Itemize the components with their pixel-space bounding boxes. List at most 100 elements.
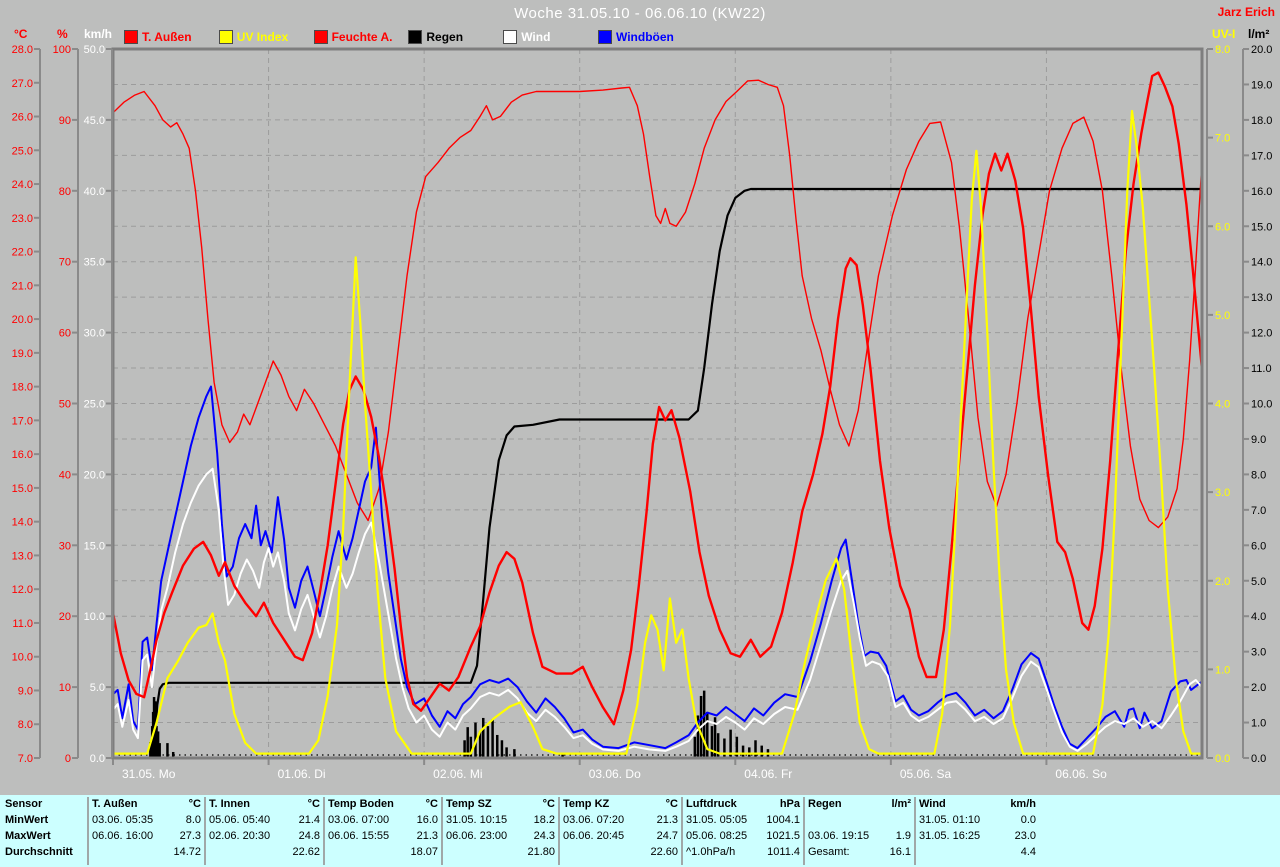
table-min-value: 21.3 [656,814,678,826]
tick-label-rain: 16.0 [1251,186,1272,198]
axis-header-rain: l/m² [1248,27,1270,41]
table-min-value: 1004.1 [766,814,800,826]
series-Wind [113,467,1202,752]
chart-legend: T. Außen UV Index Feuchte A. Regen Wind Windb… [0,29,1280,45]
table-avg-value: 1011.4 [767,846,800,858]
tick-label-uv: 0.0 [1215,753,1230,765]
chart-title: Woche 31.05.10 - 06.06.10 (KW22) [514,5,766,22]
series-Windböen [113,385,1202,750]
table-avg-value: 14.72 [173,846,201,858]
x-day-label: 31.05. Mo [122,767,176,781]
tick-label-rain: 17.0 [1251,150,1272,162]
tick-label-uv: 1.0 [1215,664,1230,676]
tick-label-rain: 12.0 [1251,328,1272,340]
tick-label-rain: 9.0 [1251,434,1266,446]
table-avg-value: 16.1 [889,846,911,858]
tick-label-uv: 8.0 [1215,44,1230,56]
table-col-unit: °C [425,798,438,810]
tick-label-temp: 24.0 [12,179,33,191]
tick-label-rain: 19.0 [1251,79,1272,91]
tick-label-temp: 28.0 [12,44,33,56]
table-avg-label: ^1.0hPa/h [686,846,736,858]
tick-label-wind: 10.0 [84,611,105,623]
legend-swatch-icon [313,30,328,44]
axis-header-temp: °C [14,27,28,41]
tick-label-uv: 5.0 [1215,310,1230,322]
legend-swatch-icon [124,30,138,44]
tick-label-uv: 7.0 [1215,133,1230,145]
legend-label: Regen [426,30,464,44]
tick-label-rain: 4.0 [1251,611,1266,623]
table-avg-value: 4.4 [1020,846,1036,858]
tick-label-temp: 14.0 [12,517,33,529]
table-min-value: 21.4 [298,814,320,826]
table-divider [87,797,89,865]
table-min-value: 18.2 [533,814,555,826]
tick-label-uv: 2.0 [1215,576,1230,588]
legend-swatch-icon [218,30,233,44]
tick-label-rain: 0.0 [1251,753,1266,765]
x-day-label: 03.06. Do [589,767,641,781]
table-col-unit: °C [307,798,320,810]
tick-label-temp: 9.0 [18,685,33,697]
table-min-value: 8.0 [185,814,201,826]
table-max-when: 06.06. 20:45 [563,830,625,842]
table-avg-label: Gesamt: [808,846,850,858]
tick-label-wind: 25.0 [84,399,105,411]
tick-label-wind: 20.0 [84,469,105,481]
table-col-unit: °C [542,798,555,810]
tick-label-temp: 23.0 [12,213,33,225]
table-row-label: MaxWert [5,830,51,842]
table-max-value: 23.0 [1014,830,1036,842]
table-col-name: Regen [808,798,842,810]
summary-table: Sensor MinWert MaxWert Durchschnitt T. Außen… [0,795,1280,867]
tick-label-temp: 12.0 [12,584,33,596]
tick-label-rain: 11.0 [1251,363,1272,375]
tick-label-temp: 15.0 [12,483,33,495]
tick-label-wind: 5.0 [90,682,105,694]
tick-label-rain: 7.0 [1251,505,1266,517]
tick-label-temp: 18.0 [12,382,33,394]
table-max-value: 21.3 [416,830,438,842]
tick-label-temp: 20.0 [12,314,33,326]
table-divider [681,797,683,865]
table-col-name: Wind [919,798,946,810]
table-max-when: 06.06. 15:55 [328,830,390,842]
table-divider [803,797,805,865]
tick-label-rain: 8.0 [1251,469,1266,481]
weather-chart-plot: 28.0 27.0 26.0 25.0 24.0 23.0 22.0 21.0 20.0 19.0… [12,44,1273,781]
table-max-when: 03.06. 19:15 [808,830,870,842]
tick-label-temp: 17.0 [12,415,33,427]
series-Regen kumuliert [113,187,1202,758]
legend-swatch-icon [408,30,423,44]
table-divider [914,797,916,865]
table-min-when: 03.06. 05:35 [92,814,154,826]
table-col-name: Temp SZ [446,798,492,810]
tick-label-humidity: 90 [59,115,71,127]
table-max-when: 31.05. 16:25 [919,830,981,842]
table-divider [558,797,560,865]
tick-label-temp: 27.0 [12,78,33,90]
table-avg-value: 21.80 [527,846,555,858]
table-max-when: 02.06. 20:30 [209,830,271,842]
tick-label-uv: 3.0 [1215,487,1230,499]
tick-label-humidity: 50 [59,399,71,411]
series-T. Außen [113,71,1202,726]
table-max-when: 06.06. 23:00 [446,830,508,842]
tick-label-humidity: 80 [59,186,71,198]
table-min-when: 03.06. 07:00 [328,814,390,826]
table-row-label: Durchschnitt [5,846,73,858]
table-col-name: Luftdruck [686,798,737,810]
tick-label-wind: 0.0 [90,753,105,765]
table-row-label: MinWert [5,814,49,826]
tick-label-humidity: 100 [53,44,71,56]
legend-label: Wind [521,30,551,44]
tick-label-wind: 15.0 [84,540,105,552]
tick-label-wind: 30.0 [84,328,105,340]
tick-label-temp: 8.0 [18,719,33,731]
tick-label-temp: 19.0 [12,348,33,360]
table-col-unit: °C [188,798,201,810]
tick-label-humidity: 30 [59,540,71,552]
series-UV Index [113,109,1202,755]
table-max-value: 24.7 [656,830,678,842]
